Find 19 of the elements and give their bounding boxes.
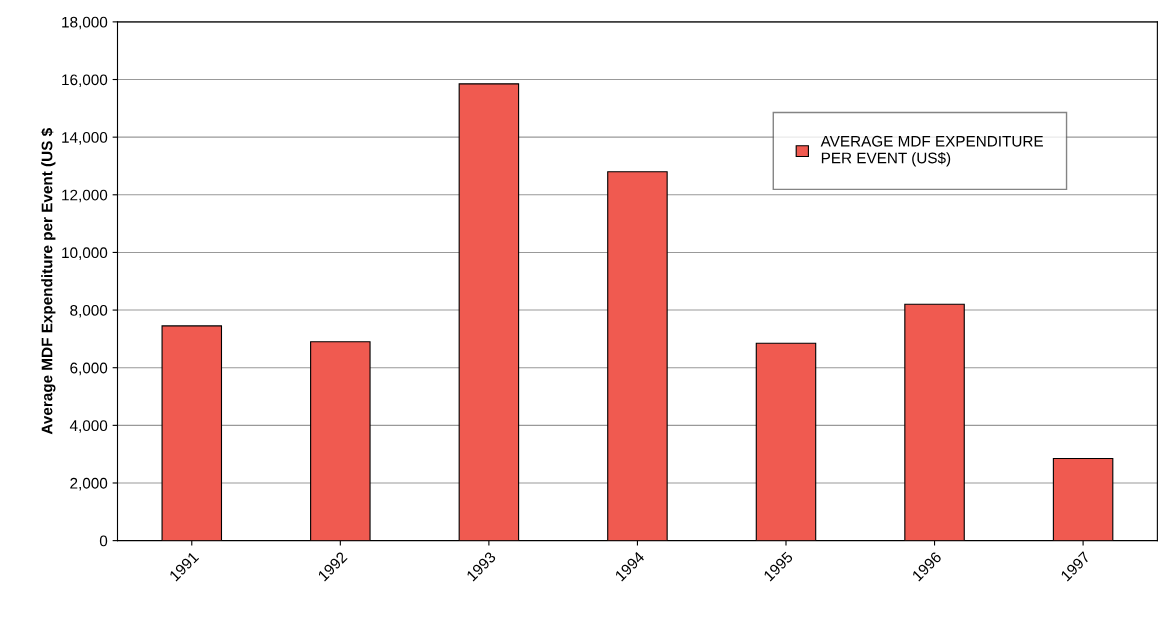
y-tick-label: 2,000 <box>70 477 108 491</box>
bar <box>1052 457 1114 541</box>
y-tick-label: 10,000 <box>62 247 108 260</box>
y-tick-label: 6,000 <box>70 362 108 376</box>
y-tick-label: 8,000 <box>70 304 108 318</box>
bar <box>161 325 223 541</box>
y-tick-label: 14,000 <box>62 132 108 145</box>
y-tick-label: 4,000 <box>69 420 108 433</box>
y-axis-title: Average MDF Expenditure per Event (US $ <box>40 128 56 435</box>
bar <box>904 303 965 541</box>
y-tick-label: 18,000 <box>62 16 108 30</box>
bar <box>310 341 371 541</box>
y-tick-label: 12,000 <box>62 189 108 203</box>
y-tick-label: 0 <box>99 535 108 547</box>
y-tick-label: 16,000 <box>62 74 108 87</box>
bar <box>458 83 520 541</box>
legend-label: AVERAGE MDF EXPENDITURE PER EVENT (US$) <box>820 135 1043 167</box>
bar <box>607 171 668 541</box>
bar <box>755 342 817 541</box>
